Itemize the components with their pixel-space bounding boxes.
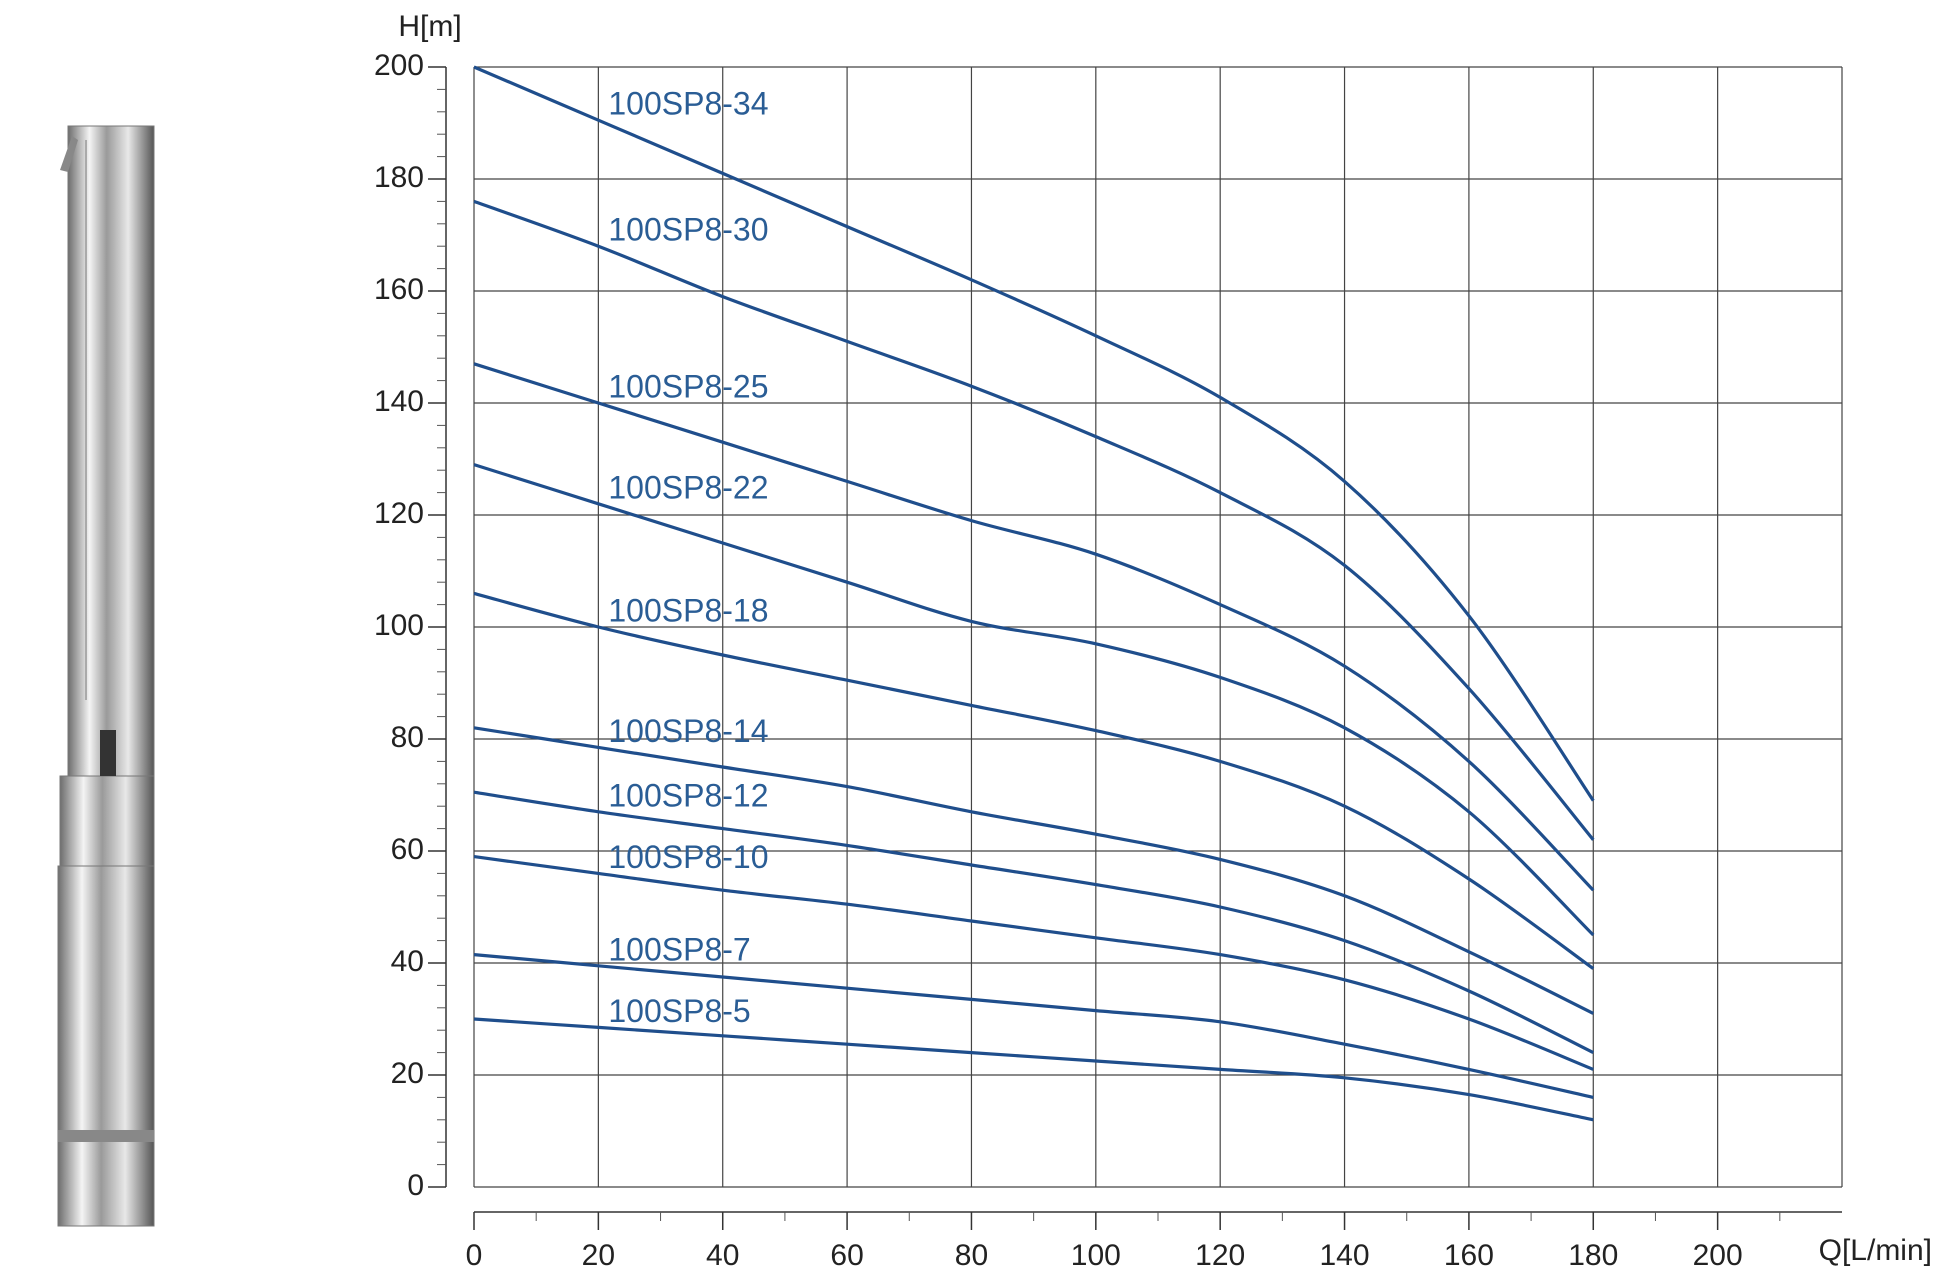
x-tick-label: 40 (706, 1239, 739, 1266)
y-tick-label: 0 (407, 1169, 424, 1202)
y-tick-label: 80 (391, 721, 424, 754)
series-label: 100SP8-10 (608, 839, 768, 875)
y-tick-label: 40 (391, 945, 424, 978)
pump-curve (473, 199, 1595, 841)
y-tick-label: 200 (374, 49, 424, 82)
series-label: 100SP8-18 (608, 592, 768, 628)
y-tick-label: 140 (374, 385, 424, 418)
x-tick-label: 100 (1071, 1239, 1121, 1266)
pump-curve (473, 362, 1595, 892)
series-label: 100SP8-34 (608, 86, 768, 122)
x-tick-label: 180 (1568, 1239, 1618, 1266)
pump-curve (473, 65, 1595, 802)
x-tick-label: 20 (582, 1239, 615, 1266)
pump-curve (473, 463, 1595, 937)
y-tick-label: 180 (374, 161, 424, 194)
x-axis-label: Q[L/min] (1819, 1234, 1932, 1266)
pump-curve (473, 855, 1594, 1071)
pump-curve (473, 1017, 1594, 1122)
y-tick-label: 120 (374, 497, 424, 530)
x-tick-label: 80 (955, 1239, 988, 1266)
series-label: 100SP8-12 (608, 777, 768, 813)
y-tick-label: 60 (391, 833, 424, 866)
x-tick-label: 0 (466, 1239, 483, 1266)
series-label: 100SP8-22 (608, 469, 768, 505)
x-tick-label: 140 (1320, 1239, 1370, 1266)
y-tick-label: 100 (374, 609, 424, 642)
pump-curve (473, 790, 1594, 1055)
series-label: 100SP8-14 (608, 713, 768, 749)
series-label: 100SP8-5 (608, 993, 750, 1029)
pump-curve (473, 726, 1594, 1015)
pump-curve (473, 591, 1595, 970)
y-tick-label: 20 (391, 1057, 424, 1090)
x-tick-label: 160 (1444, 1239, 1494, 1266)
series-label: 100SP8-25 (608, 368, 768, 404)
x-tick-label: 200 (1693, 1239, 1743, 1266)
pump-image (57, 125, 155, 1227)
series-label: 100SP8-7 (608, 931, 750, 967)
x-tick-label: 60 (830, 1239, 863, 1266)
series-label: 100SP8-30 (608, 212, 768, 248)
pump-curve (473, 953, 1594, 1099)
y-tick-label: 160 (374, 273, 424, 306)
x-tick-label: 120 (1195, 1239, 1245, 1266)
y-axis-label: H[m] (398, 10, 461, 43)
